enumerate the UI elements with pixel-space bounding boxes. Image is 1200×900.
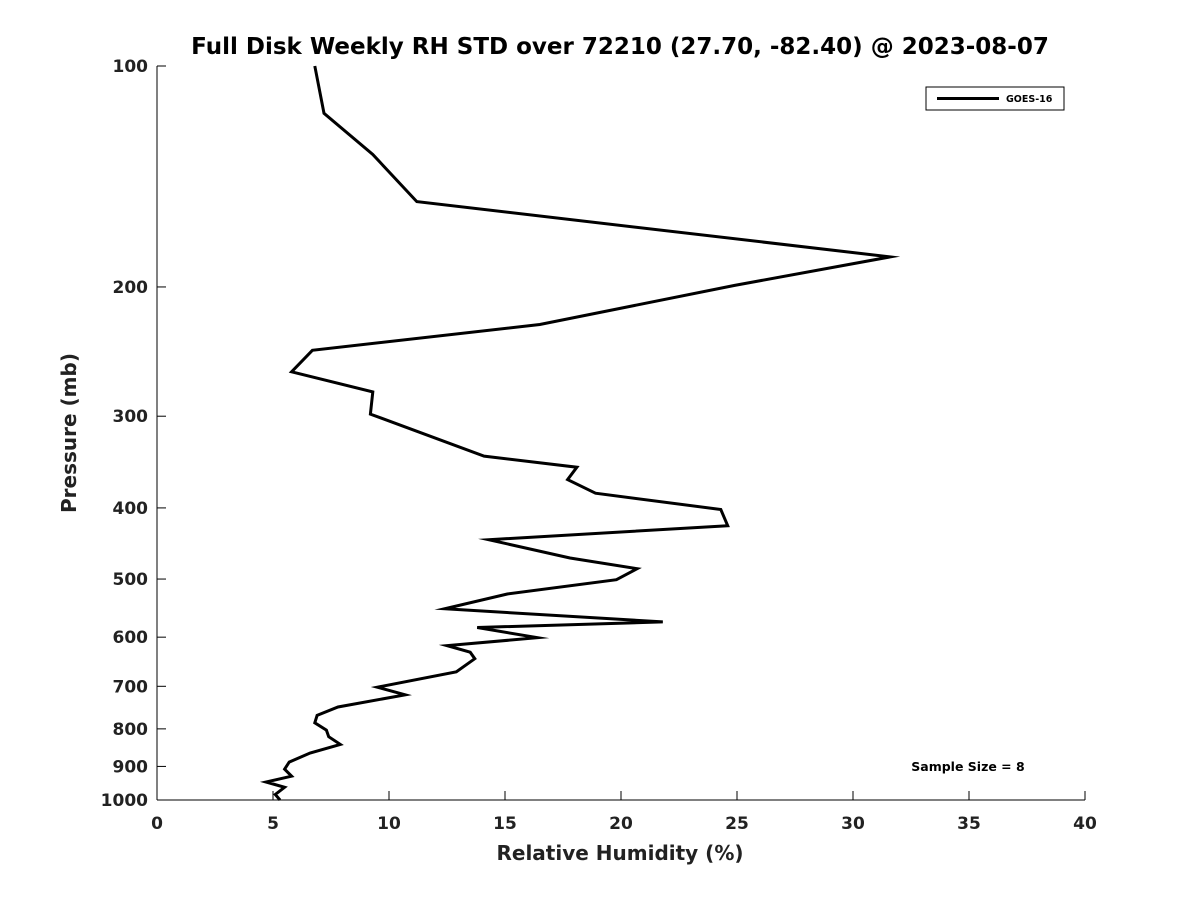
y-tick-label: 500 [113,570,149,590]
series-group [259,65,901,801]
x-tick-label: 0 [151,814,163,834]
x-tick-label: 10 [377,814,401,834]
x-tick-label: 20 [609,814,633,834]
chart-title: Full Disk Weekly RH STD over 72210 (27.7… [191,34,1049,60]
y-tick-label: 400 [113,499,149,519]
legend: GOES-16 [925,86,1065,111]
x-tick-label: 15 [493,814,517,834]
y-tick-label: 300 [113,407,149,427]
y-tick-label: 200 [113,278,149,298]
y-tick-label: 600 [113,628,149,648]
series-line-goes-16 [259,65,901,801]
y-tick-label: 700 [113,677,149,697]
x-axis-label: Relative Humidity (%) [496,841,743,865]
y-axis-label: Pressure (mb) [57,353,81,513]
y-tick-label: 100 [113,57,149,77]
y-tick-label: 800 [113,720,149,740]
y-tick-label: 1000 [101,791,148,811]
legend-label-goes-16: GOES-16 [1006,94,1053,105]
x-axis-ticks: 0 5 10 15 20 25 30 35 40 [151,791,1097,834]
x-tick-label: 25 [725,814,749,834]
x-tick-label: 5 [267,814,279,834]
y-tick-label: 900 [113,757,149,777]
x-tick-label: 40 [1073,814,1097,834]
sample-size-annotation: Sample Size = 8 [911,759,1024,774]
x-tick-label: 30 [841,814,865,834]
x-tick-label: 35 [957,814,981,834]
y-axis-ticks: 100 200 300 400 500 600 700 800 900 1000 [101,57,166,811]
